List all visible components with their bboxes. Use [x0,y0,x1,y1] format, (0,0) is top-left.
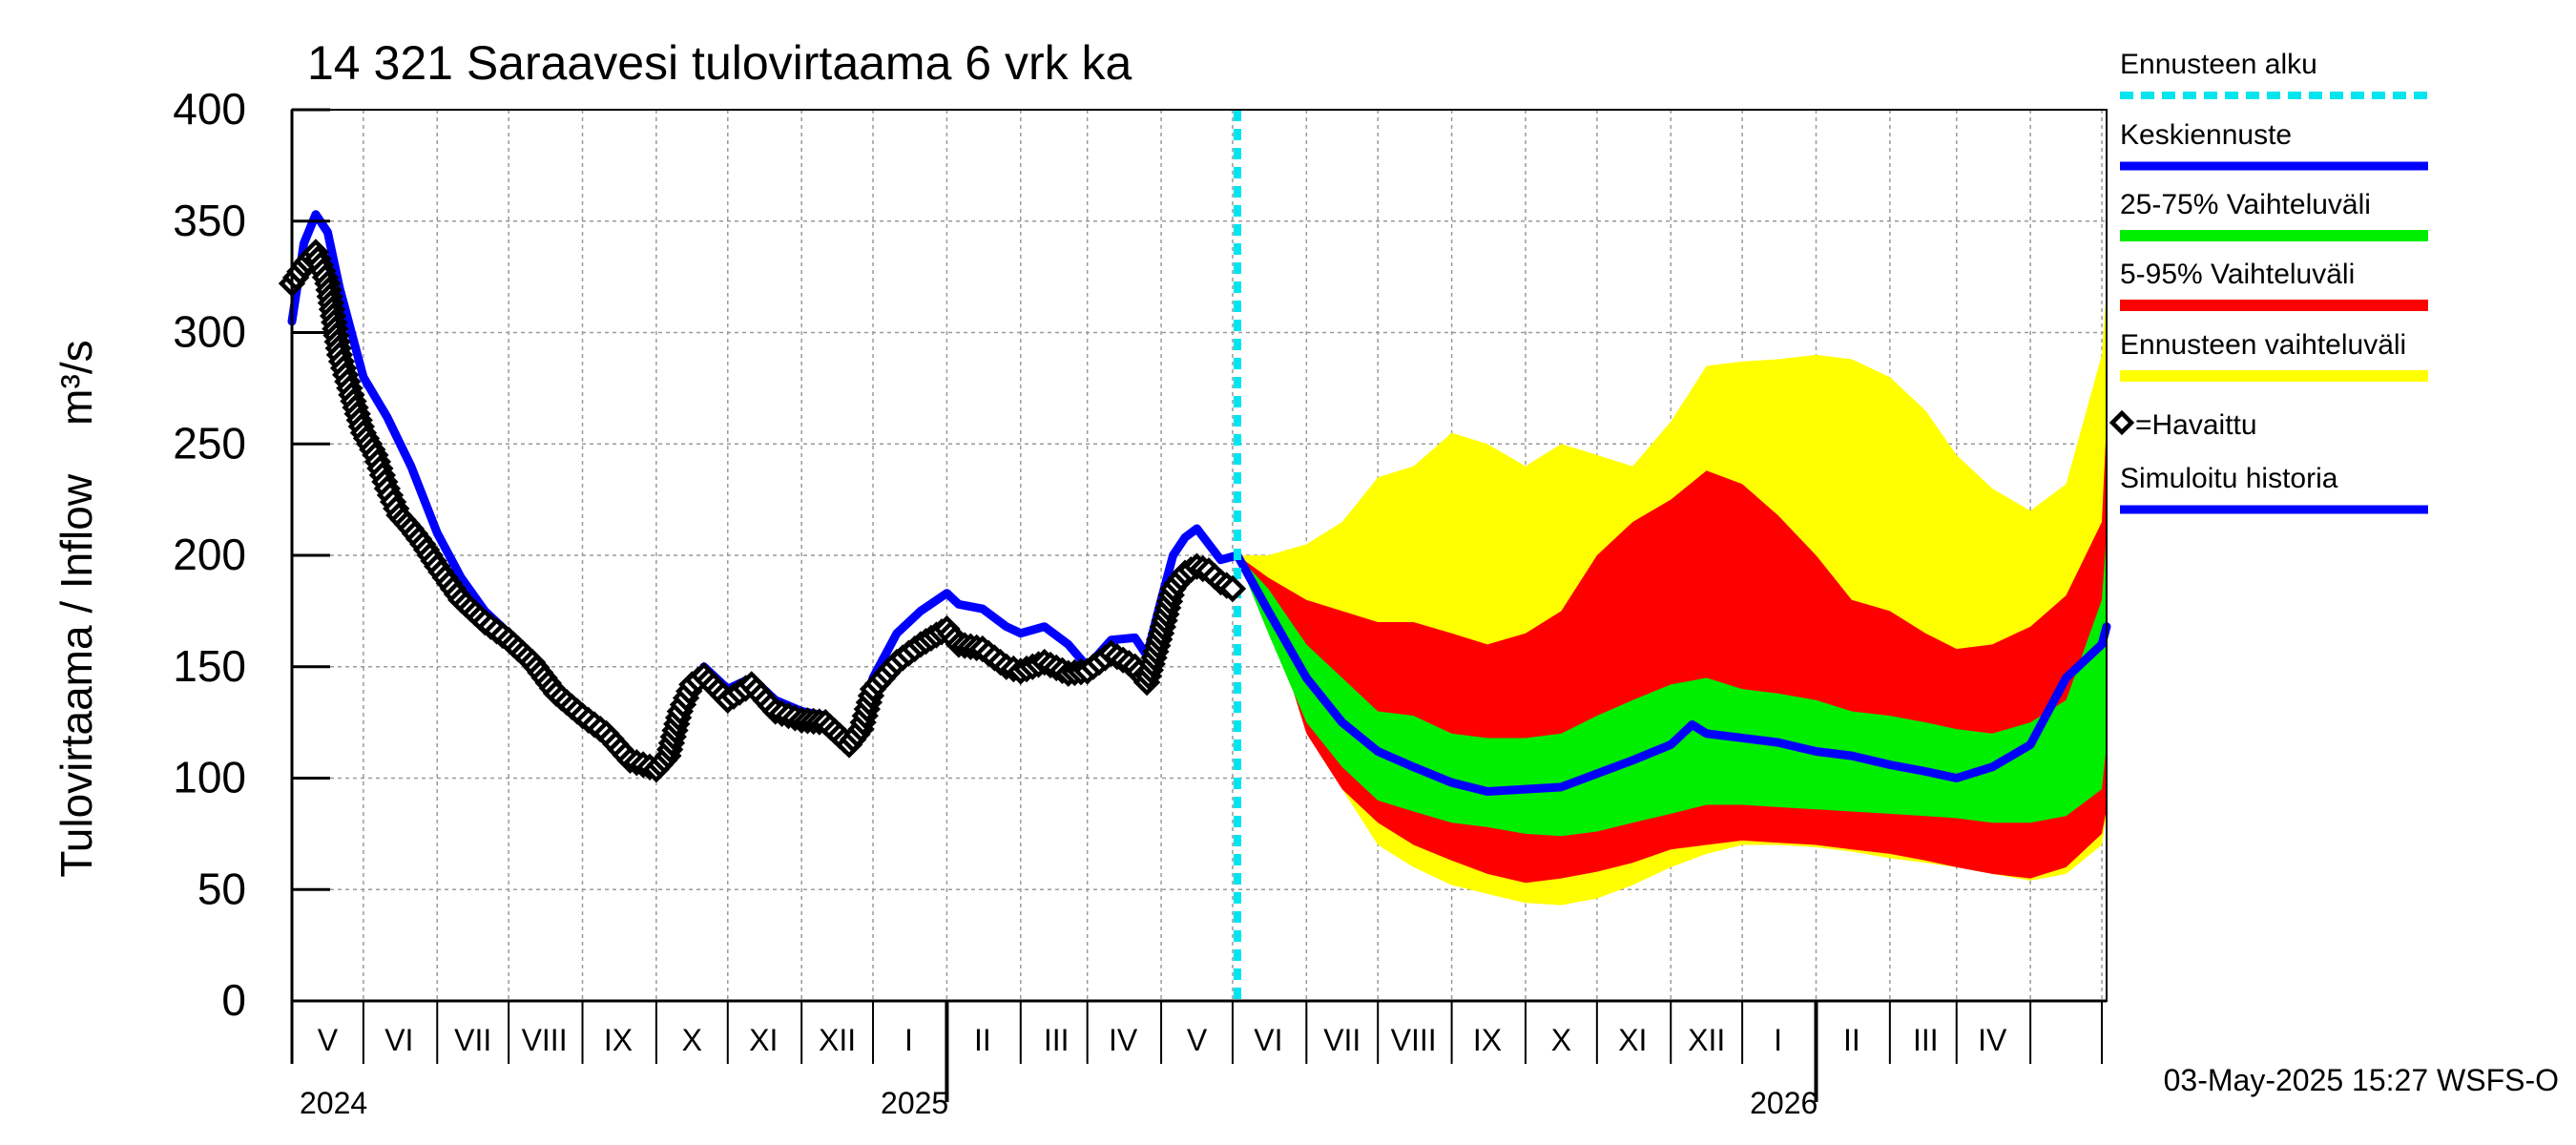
x-month-label: VIII [522,1023,568,1057]
x-month-label: IX [604,1023,633,1057]
observed-markers [278,239,1247,783]
legend-item: 25-75% Vaihteluväli [2120,189,2428,241]
x-year-label: 2025 [881,1086,948,1120]
legend-item: Simuloitu historia [2120,463,2428,514]
x-month-label: III [1913,1023,1939,1057]
timestamp: 03-May-2025 15:27 WSFS-O [2164,1063,2559,1097]
legend-swatch [2109,409,2135,436]
y-tick-label: 300 [173,307,246,357]
x-month-label: VI [1254,1023,1282,1057]
legend-label: Ennusteen vaihteluväli [2120,329,2406,361]
y-tick-label: 200 [173,530,246,579]
y-tick-label: 350 [173,196,246,245]
x-month-label: IV [1109,1023,1138,1057]
y-axis-label: Tulovirtaama / Inflow m³/s [52,340,101,877]
y-tick-label: 250 [173,418,246,468]
x-month-label: II [974,1023,991,1057]
y-tick-label: 100 [173,753,246,802]
x-month-label: X [682,1023,702,1057]
legend-label: =Havaittu [2135,409,2257,441]
legend-item: =Havaittu [2109,409,2257,441]
x-month-label: IV [1978,1023,2007,1057]
x-month-label: III [1044,1023,1070,1057]
x-month-label: I [904,1023,913,1057]
x-month-label: IX [1473,1023,1502,1057]
observed-marker [1218,574,1247,603]
x-month-label: VII [454,1023,491,1057]
chart-title: 14 321 Saraavesi tulovirtaama 6 vrk ka [307,36,1132,90]
legend-label: Ennusteen alku [2120,49,2317,80]
x-month-label: VI [384,1023,413,1057]
legend-item: Keskiennuste [2120,119,2428,171]
x-month-label: I [1774,1023,1782,1057]
legend-label: 5-95% Vaihteluväli [2120,259,2355,290]
y-tick-labels: 0 50 100 150 200 250 300 350 400 [173,84,330,1025]
y-tick-label: 150 [173,641,246,691]
x-year-label: 2026 [1750,1086,1818,1120]
x-month-label: XI [749,1023,778,1057]
legend-label: Simuloitu historia [2120,463,2338,494]
x-month-label: V [1187,1023,1208,1057]
y-tick-label: 50 [197,864,246,913]
y-tick-label: 400 [173,84,246,134]
x-month-label: VII [1323,1023,1361,1057]
x-year-label: 2024 [300,1086,367,1120]
legend-label: 25-75% Vaihteluväli [2120,189,2371,220]
x-month-label: II [1843,1023,1860,1057]
legend-label: Keskiennuste [2120,119,2292,151]
line-keskiennuste [1233,551,2111,797]
x-month-label: V [318,1023,339,1057]
x-month-label: X [1551,1023,1571,1057]
legend: Ennusteen alku Keskiennuste 25-75% Vaihtel… [2109,49,2428,514]
x-month-label: XI [1618,1023,1647,1057]
x-month-label: VIII [1391,1023,1437,1057]
y-tick-label: 0 [221,975,246,1025]
legend-item: Ennusteen alku [2120,49,2428,99]
legend-item: 5-95% Vaihteluväli [2120,259,2428,311]
x-month-label: XII [819,1023,856,1057]
x-tick-labels: V VI VII VIII IX X XI XII I II III IV V VI VII VIII IX X X… [291,1001,2104,1120]
legend-item: Ennusteen vaihteluväli [2120,329,2428,382]
x-month-label: XII [1688,1023,1725,1057]
